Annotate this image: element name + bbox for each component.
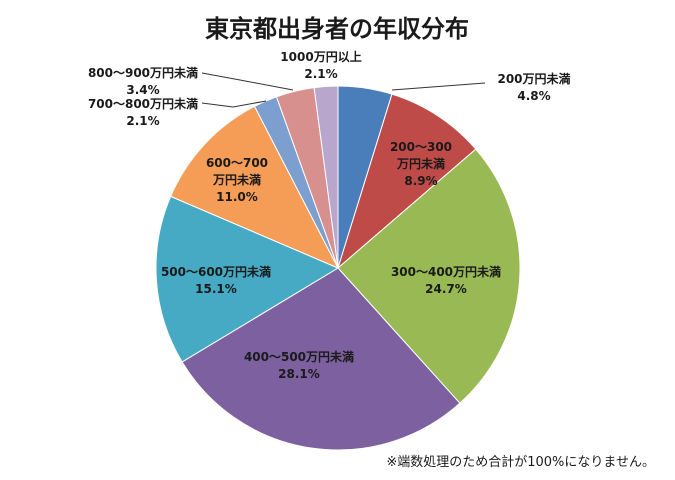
chart-title: 東京都出身者の年収分布 xyxy=(205,15,469,43)
slice-label: 600～700 万円未満 11.0% xyxy=(206,156,268,204)
slice-label: 300～400万円未満 24.7% xyxy=(391,264,501,296)
slice-label: 800～900万円未満 3.4% xyxy=(88,65,198,97)
slice-label: 700～800万円未満 2.1% xyxy=(88,96,198,128)
leader-line xyxy=(201,72,294,91)
pie-slice xyxy=(170,105,340,270)
slice-label: 400～500万円未満 28.1% xyxy=(244,349,354,381)
leader-line xyxy=(201,100,267,108)
slice-label: 200万円未満 4.8% xyxy=(497,71,570,103)
pie-slice xyxy=(337,93,477,270)
pie-slice xyxy=(337,148,521,404)
leader-line xyxy=(391,82,486,91)
pie-slices xyxy=(155,85,521,451)
pie-slice xyxy=(313,85,339,269)
footnote: ※端数処理のため合計が100%になりません。 xyxy=(386,454,655,470)
slice-label: 200～300 万円未満 8.9% xyxy=(390,140,452,188)
pie-slice xyxy=(155,195,340,363)
slice-labels: 200万円未満 4.8% 200～300 万円未満 8.9% 300～400万円未満 24.… xyxy=(88,49,571,381)
slice-label: 1000万円以上 2.1% xyxy=(280,49,361,81)
slice-label: 500～600万円未満 15.1% xyxy=(161,264,271,296)
leader-lines xyxy=(201,72,486,108)
pie-slice xyxy=(181,267,461,451)
